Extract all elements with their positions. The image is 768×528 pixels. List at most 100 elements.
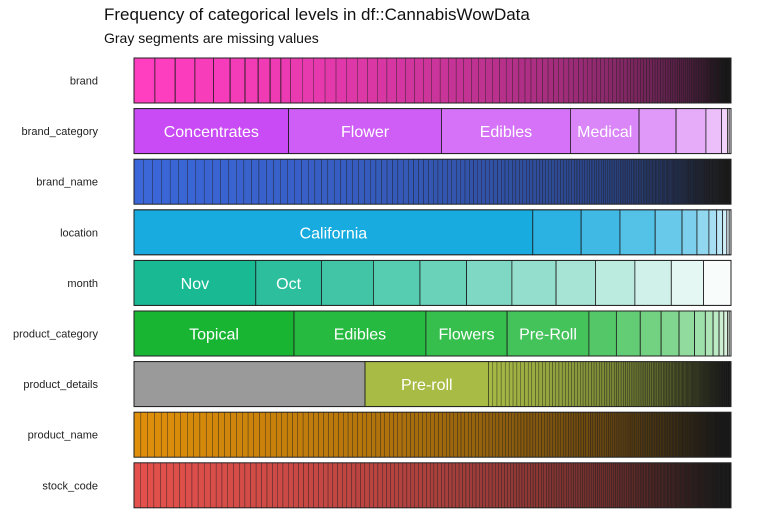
level-segment: [303, 462, 309, 508]
level-segment: [650, 159, 653, 205]
level-segment: [423, 159, 429, 205]
segment-label: Flower: [341, 124, 390, 141]
level-segment: [485, 412, 490, 458]
level-segment: [169, 159, 180, 205]
level-segment: [495, 412, 500, 458]
level-segment: [636, 159, 639, 205]
row-label-brand: brand: [70, 76, 98, 88]
level-segment: [530, 57, 538, 104]
level-segment: [714, 57, 716, 104]
level-segment: [672, 361, 675, 407]
level-segment: [626, 462, 629, 508]
level-segment: [457, 412, 462, 458]
level-segment: [717, 57, 720, 104]
level-segment: [647, 159, 650, 205]
level-segment: [261, 462, 268, 508]
level-segment: [302, 57, 314, 104]
level-segment: [563, 57, 570, 104]
level-segment: [654, 57, 658, 104]
level-segment: [280, 57, 291, 104]
level-segment: [655, 462, 658, 508]
level-segment: [193, 412, 201, 458]
level-segment: [580, 361, 584, 407]
level-segment: [258, 159, 267, 205]
segment-label: Edibles: [334, 327, 386, 344]
level-segment: [595, 462, 598, 508]
level-segment: [212, 412, 219, 458]
level-segment: [514, 412, 519, 458]
level-segment: [653, 159, 656, 205]
level-segment: [584, 159, 588, 205]
level-segment: [218, 412, 225, 458]
level-segment: [644, 159, 647, 205]
level-segment: [524, 462, 528, 508]
level-segment: [609, 462, 612, 508]
level-segment: [665, 57, 669, 104]
level-segment: [683, 361, 686, 407]
level-segment: [669, 159, 672, 205]
level-segment: [674, 57, 678, 104]
level-segment: [589, 159, 593, 205]
level-segment: [616, 412, 620, 458]
level-segment: [430, 412, 435, 458]
level-segment: [646, 462, 649, 508]
level-segment: [515, 159, 520, 205]
level-segment: [488, 462, 493, 508]
level-segment: [334, 159, 341, 205]
level-segment: [505, 412, 509, 458]
row-label-product-name: product_name: [28, 430, 98, 442]
level-segment: [544, 412, 548, 458]
level-segment: [625, 361, 628, 407]
level-segment: [418, 159, 424, 205]
level-segment: [634, 259, 672, 306]
level-segment: [620, 361, 624, 407]
level-segment: [637, 57, 641, 104]
level-segment: [677, 462, 680, 508]
level-segment: [451, 159, 457, 205]
level-segment: [578, 57, 584, 104]
level-segment: [563, 412, 567, 458]
level-segment: [577, 361, 581, 407]
level-segment: [703, 259, 732, 306]
level-segment: [512, 159, 517, 205]
level-segment: [429, 462, 435, 508]
level-segment: [553, 57, 559, 104]
level-segment: [651, 361, 654, 407]
level-segment: [298, 462, 304, 508]
level-segment: [585, 361, 589, 407]
level-segment: [633, 159, 636, 205]
level-segment: [518, 57, 526, 104]
bar-outline: [133, 310, 732, 357]
level-segment: [173, 462, 180, 508]
level-segment: [405, 57, 415, 104]
level-segment: [606, 361, 610, 407]
level-segment: [699, 412, 702, 458]
level-segment: [538, 361, 543, 407]
level-segment: [460, 412, 465, 458]
level-segment: [662, 412, 665, 458]
level-segment: [615, 310, 641, 357]
level-segment: [599, 462, 602, 508]
level-segment: [696, 57, 699, 104]
level-segment: [511, 259, 557, 306]
level-segment: [645, 412, 648, 458]
level-segment: [679, 361, 682, 407]
level-segment: [358, 159, 365, 205]
level-segment: [560, 159, 564, 205]
level-segment: [599, 412, 603, 458]
level-segment: [630, 57, 635, 104]
level-segment: [701, 57, 704, 104]
level-segment: [451, 462, 456, 508]
level-segment: [321, 259, 374, 306]
level-segment: [253, 412, 260, 458]
level-segment: [704, 57, 707, 104]
level-segment: [587, 412, 591, 458]
level-segment: [686, 361, 688, 407]
level-segment: [670, 412, 673, 458]
level-segment: [582, 462, 585, 508]
level-segment: [535, 361, 540, 407]
level-segment: [475, 412, 479, 458]
level-segment: [178, 159, 188, 205]
level-segment: [308, 412, 314, 458]
level-segment: [355, 462, 361, 508]
